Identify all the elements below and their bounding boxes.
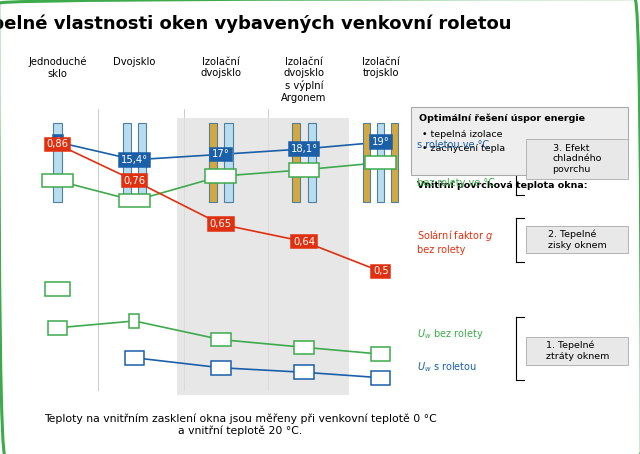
Text: 0,65: 0,65	[210, 219, 232, 229]
Text: $\it{U_w}$ bez rolety: $\it{U_w}$ bez rolety	[417, 327, 484, 340]
Text: Jednoduché
sklo: Jednoduché sklo	[28, 57, 87, 79]
Text: $\it{U_w}$ s roletou: $\it{U_w}$ s roletou	[417, 360, 477, 374]
Text: Solární faktor $\it{g}$
bez rolety: Solární faktor $\it{g}$ bez rolety	[417, 228, 494, 255]
Text: 0,7: 0,7	[373, 349, 388, 359]
FancyBboxPatch shape	[411, 107, 628, 175]
Text: 3: 3	[131, 316, 138, 326]
Text: Tepelné vlastnosti oken vybavených venkovní roletou: Tepelné vlastnosti oken vybavených venko…	[0, 15, 511, 33]
Text: 0,5: 0,5	[373, 266, 388, 276]
Bar	[526, 226, 628, 253]
Text: • zachycení tepla: • zachycení tepla	[422, 144, 505, 153]
Bar	[363, 123, 370, 202]
Bar	[526, 139, 628, 179]
Text: 1,5: 1,5	[213, 335, 228, 345]
Bar	[225, 123, 233, 202]
Text: 1. Tepelné
ztráty oknem: 1. Tepelné ztráty oknem	[545, 341, 609, 361]
Text: 17°: 17°	[212, 149, 230, 159]
Text: 16,3°: 16,3°	[207, 171, 234, 181]
Text: 5,6°: 5,6°	[47, 284, 68, 294]
Text: Dvojsklo: Dvojsklo	[113, 57, 156, 67]
Text: • tepelná izolace: • tepelná izolace	[422, 130, 502, 139]
Text: 2,7: 2,7	[50, 323, 65, 333]
Text: bez rolety ve °C: bez rolety ve °C	[417, 178, 495, 188]
Bar	[526, 337, 628, 365]
Bar	[123, 123, 131, 202]
Text: Izolační
dvojsklo
s výplní
Argonem: Izolační dvojsklo s výplní Argonem	[282, 57, 326, 103]
Text: Izolační
trojsklo: Izolační trojsklo	[362, 57, 399, 79]
Bar	[307, 123, 316, 202]
Bar	[377, 123, 385, 202]
Text: 1,9: 1,9	[127, 353, 142, 363]
Bar	[54, 123, 61, 202]
Bar	[292, 123, 301, 202]
Text: 2. Tepelné
zisky oknem: 2. Tepelné zisky oknem	[548, 230, 607, 250]
Text: Vnitřní povrchová teplota okna:: Vnitřní povrchová teplota okna:	[417, 181, 588, 190]
Text: 18,1°: 18,1°	[291, 144, 317, 154]
Text: 18,5°: 18,5°	[367, 158, 394, 168]
Text: 1,1: 1,1	[213, 363, 228, 373]
Text: Teploty na vnitřním zasklení okna jsou měřeny při venkovní teplotě 0 °C
a vnitřn: Teploty na vnitřním zasklení okna jsou m…	[44, 413, 436, 436]
Text: 0,64: 0,64	[293, 237, 315, 247]
Text: 15,4°: 15,4°	[121, 155, 148, 165]
Text: 0,76: 0,76	[124, 176, 145, 186]
Bar	[138, 123, 147, 202]
Text: 1,1: 1,1	[296, 342, 312, 352]
Bar	[209, 123, 217, 202]
Text: 0,6: 0,6	[373, 373, 388, 383]
Text: 6: 6	[54, 137, 61, 147]
Text: 19°: 19°	[372, 137, 390, 147]
Text: 3. Efekt
chladného
povrchu: 3. Efekt chladného povrchu	[552, 144, 602, 174]
Text: s roletou ve °C: s roletou ve °C	[417, 140, 490, 150]
Text: Optimální řešení úspor energie: Optimální řešení úspor energie	[419, 114, 585, 123]
Text: 17,3°: 17,3°	[291, 165, 317, 175]
Bar	[177, 118, 349, 395]
Text: 0,86: 0,86	[47, 139, 68, 149]
Text: 12,8°: 12,8°	[121, 196, 148, 206]
Bar	[392, 123, 399, 202]
Text: 0,9: 0,9	[296, 367, 312, 377]
Text: Izolační
dvojsklo: Izolační dvojsklo	[200, 57, 241, 79]
Text: 13,5°: 13,5°	[44, 176, 71, 186]
